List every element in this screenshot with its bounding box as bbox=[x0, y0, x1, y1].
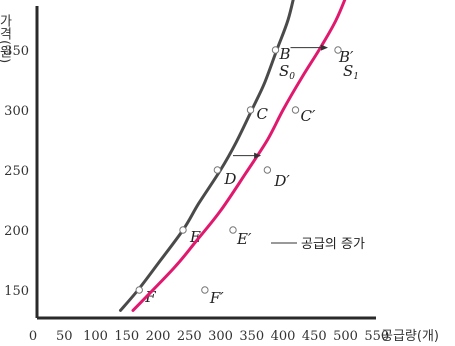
point-label: E bbox=[189, 228, 201, 246]
x-tick-label: 350 bbox=[239, 329, 264, 344]
x-tick-label: 450 bbox=[302, 329, 327, 344]
y-tick-label: 250 bbox=[4, 164, 29, 179]
point-label: F′ bbox=[209, 289, 224, 307]
curve-s0 bbox=[119, 0, 295, 312]
point-label: D′ bbox=[273, 172, 290, 190]
point-label: B′ bbox=[338, 48, 354, 66]
point-label: A bbox=[301, 0, 314, 2]
data-point bbox=[291, 106, 300, 114]
data-point bbox=[213, 166, 222, 174]
series-s0: F E D C B A bbox=[119, 0, 314, 312]
data-point bbox=[334, 46, 342, 54]
x-tick-label: 300 bbox=[208, 329, 233, 344]
data-point bbox=[201, 286, 209, 294]
data-point bbox=[179, 226, 187, 234]
x-tick-label: 50 bbox=[56, 329, 73, 344]
x-axis-title: 공급량(개) bbox=[381, 329, 439, 344]
point-label: C′ bbox=[301, 107, 316, 125]
x-tick-label: 0 bbox=[29, 329, 37, 344]
x-tick-label: 150 bbox=[114, 329, 139, 344]
data-point bbox=[246, 106, 255, 114]
data-point bbox=[263, 166, 272, 174]
curve-label-s1: S1 bbox=[343, 62, 359, 82]
series-s1: F′ E′ D′ C′ B′ A′ bbox=[131, 0, 375, 312]
x-tick-label: 550 bbox=[364, 329, 389, 344]
annotation-supply-increase: 공급의 증가 bbox=[301, 237, 365, 252]
x-tick-label: 250 bbox=[177, 329, 202, 344]
x-tick-label: 100 bbox=[83, 329, 108, 344]
shift-arrow bbox=[290, 44, 328, 51]
y-tick-label: 200 bbox=[4, 224, 29, 239]
point-label: F bbox=[144, 288, 156, 306]
data-point bbox=[135, 286, 143, 294]
y-tick-label: 150 bbox=[4, 284, 29, 299]
shift-arrows bbox=[233, 44, 328, 159]
axes bbox=[35, 6, 376, 320]
point-label: E′ bbox=[236, 230, 252, 248]
data-point bbox=[271, 46, 280, 54]
point-label: D bbox=[223, 170, 236, 188]
x-tick-label: 500 bbox=[333, 329, 358, 344]
y-tick-label: 300 bbox=[4, 104, 29, 119]
data-point bbox=[229, 226, 237, 234]
curve-label-s0: S0 bbox=[279, 62, 295, 82]
x-tick-labels: 0 50 100 150 200 250 300 350 400 450 500 550 bbox=[29, 329, 389, 344]
point-label: C bbox=[257, 105, 269, 123]
point-label: A′ bbox=[358, 0, 375, 4]
y-tick-label: 350 bbox=[4, 44, 29, 59]
x-tick-label: 200 bbox=[146, 329, 171, 344]
x-tick-label: 400 bbox=[271, 329, 296, 344]
shift-arrow bbox=[233, 152, 262, 159]
point-label: B bbox=[279, 45, 291, 63]
series: F E D C B A F′ E′ D′ C′ B′ A′ bbox=[119, 0, 375, 312]
curve-s1 bbox=[131, 0, 347, 312]
y-axis-title: 가격(원) bbox=[0, 14, 12, 63]
